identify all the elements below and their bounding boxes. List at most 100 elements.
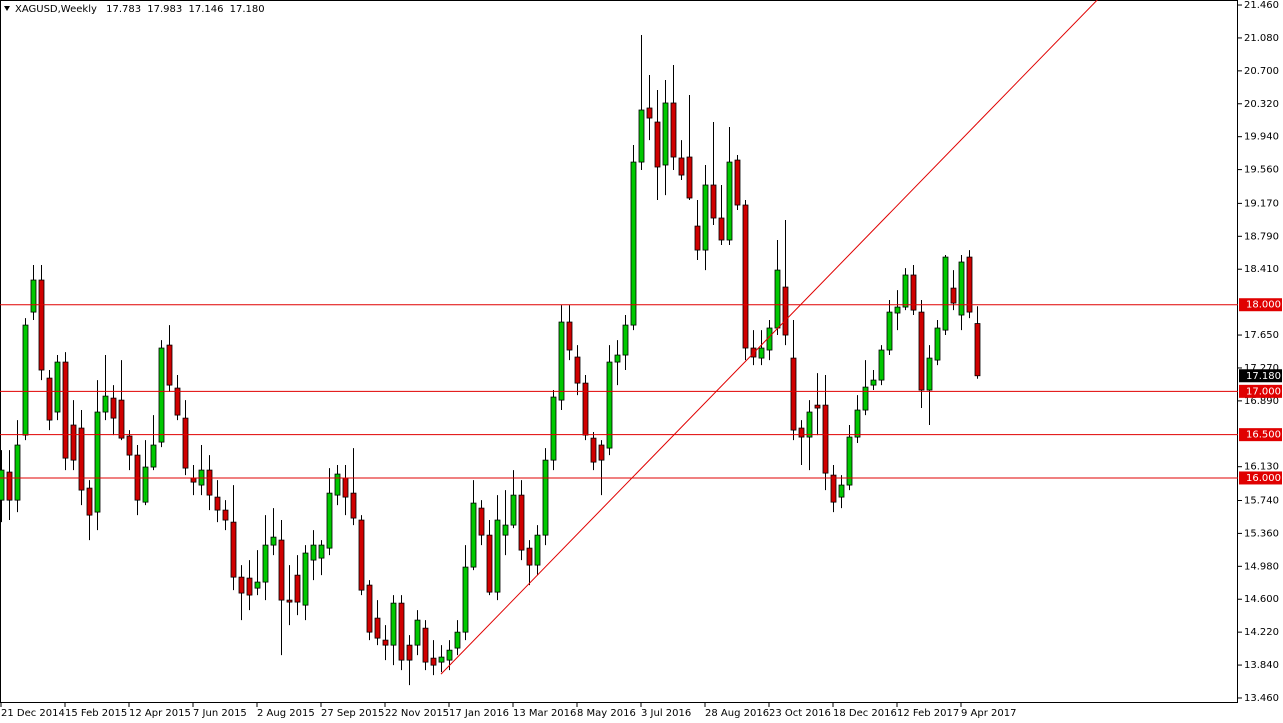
plot-layer [0,0,1238,686]
candle-body [518,494,525,551]
y-tick-label: 16.130 [1244,462,1279,473]
candle-body [326,492,333,549]
candle-body [510,494,517,526]
candle-body [38,279,45,371]
candle-body [190,477,197,483]
candle-body [270,536,277,546]
candle-body [110,397,117,419]
candle-body [366,584,373,633]
y-tick-label: 21.460 [1244,0,1279,11]
symbol-icon [4,6,10,11]
level-label: 18.000 [1246,300,1281,311]
chart-title: XAGUSD,Weekly 17.783 17.983 17.146 17.18… [15,4,265,15]
candle-body [782,286,789,336]
candle-body [102,395,109,413]
candle-body [814,404,821,409]
candle-body [606,361,613,449]
ohlc-close: 17.180 [230,4,265,15]
candle-body [558,321,565,401]
candle-body [726,161,733,241]
candle-body [214,496,221,511]
candle-body [54,361,61,413]
candle-body [446,649,453,661]
candle-body [294,574,301,603]
candle-body [934,327,941,361]
candle-body [702,184,709,251]
y-tick-label: 20.320 [1244,99,1279,110]
candle-body [590,437,597,463]
x-tick-label: 12 Feb 2017 [897,708,959,719]
x-tick-label: 17 Jan 2016 [449,708,509,719]
ohlc-high: 17.983 [147,4,182,15]
candle-body [734,159,741,206]
x-tick-label: 21 Dec 2014 [1,708,65,719]
x-tick-label: 15 Feb 2015 [65,708,127,719]
candle-body [862,386,869,411]
candle-body [534,534,541,566]
y-tick-label: 15.360 [1244,528,1279,539]
candle-body [974,323,981,377]
x-tick-label: 23 Oct 2016 [769,708,831,719]
candle-body [262,544,269,583]
x-tick-label: 27 Sep 2015 [321,708,384,719]
candle-body [566,321,573,351]
y-tick-label: 19.560 [1244,165,1279,176]
last-price-label: 17.180 [1246,371,1281,382]
candle-body [758,347,765,359]
candle-body [806,411,813,438]
candle-body [382,639,389,646]
level-tag [1239,384,1282,398]
candle-body [710,184,717,219]
candle-body [118,399,125,439]
candle-body [846,436,853,486]
candle-body [542,459,549,536]
candle-body [94,411,101,513]
candle-body [742,204,749,349]
x-tick-label: 2 Aug 2015 [257,708,315,719]
y-tick-label: 18.410 [1244,264,1279,275]
candle-body [238,576,245,594]
candle-body [406,644,413,661]
x-tick-label: 8 May 2016 [577,708,636,719]
y-tick-label: 14.600 [1244,594,1279,605]
candle-body [942,256,949,331]
ohlc-low: 17.146 [188,4,223,15]
candle-body [14,444,21,501]
candle-body [334,473,341,496]
candle-body [254,581,261,589]
candle-body [950,287,957,304]
candle-body [622,324,629,356]
candle-body [630,161,637,326]
candle-body [486,534,493,593]
level-tag [1239,428,1282,442]
x-tick-label: 22 Nov 2015 [385,708,449,719]
x-tick-label: 7 Jun 2015 [193,708,247,719]
candle-body [662,102,669,166]
candle-body [142,466,149,503]
level-label: 17.000 [1246,386,1281,397]
candle-body [398,602,405,661]
candle-body [654,121,661,168]
candle-body [78,427,85,491]
candle-body [350,492,357,519]
candle-body [774,269,781,329]
candle-body [526,547,533,566]
candle-body [470,502,477,568]
candle-body [430,657,437,666]
candle-body [182,417,189,469]
candle-body [30,279,37,313]
candle-body [454,631,461,649]
level-label: 16.500 [1246,430,1281,441]
plot-area [0,0,1238,703]
candle-body [46,377,53,421]
y-tick-label: 19.940 [1244,132,1279,143]
candle-body [166,344,173,386]
y-tick-label: 14.980 [1244,561,1279,572]
candle-body [670,102,677,158]
candle-body [478,507,485,536]
candle-body [894,306,901,314]
y-tick-label: 13.460 [1244,693,1279,704]
x-tick-label: 28 Aug 2016 [705,708,769,719]
candle-body [790,357,797,431]
